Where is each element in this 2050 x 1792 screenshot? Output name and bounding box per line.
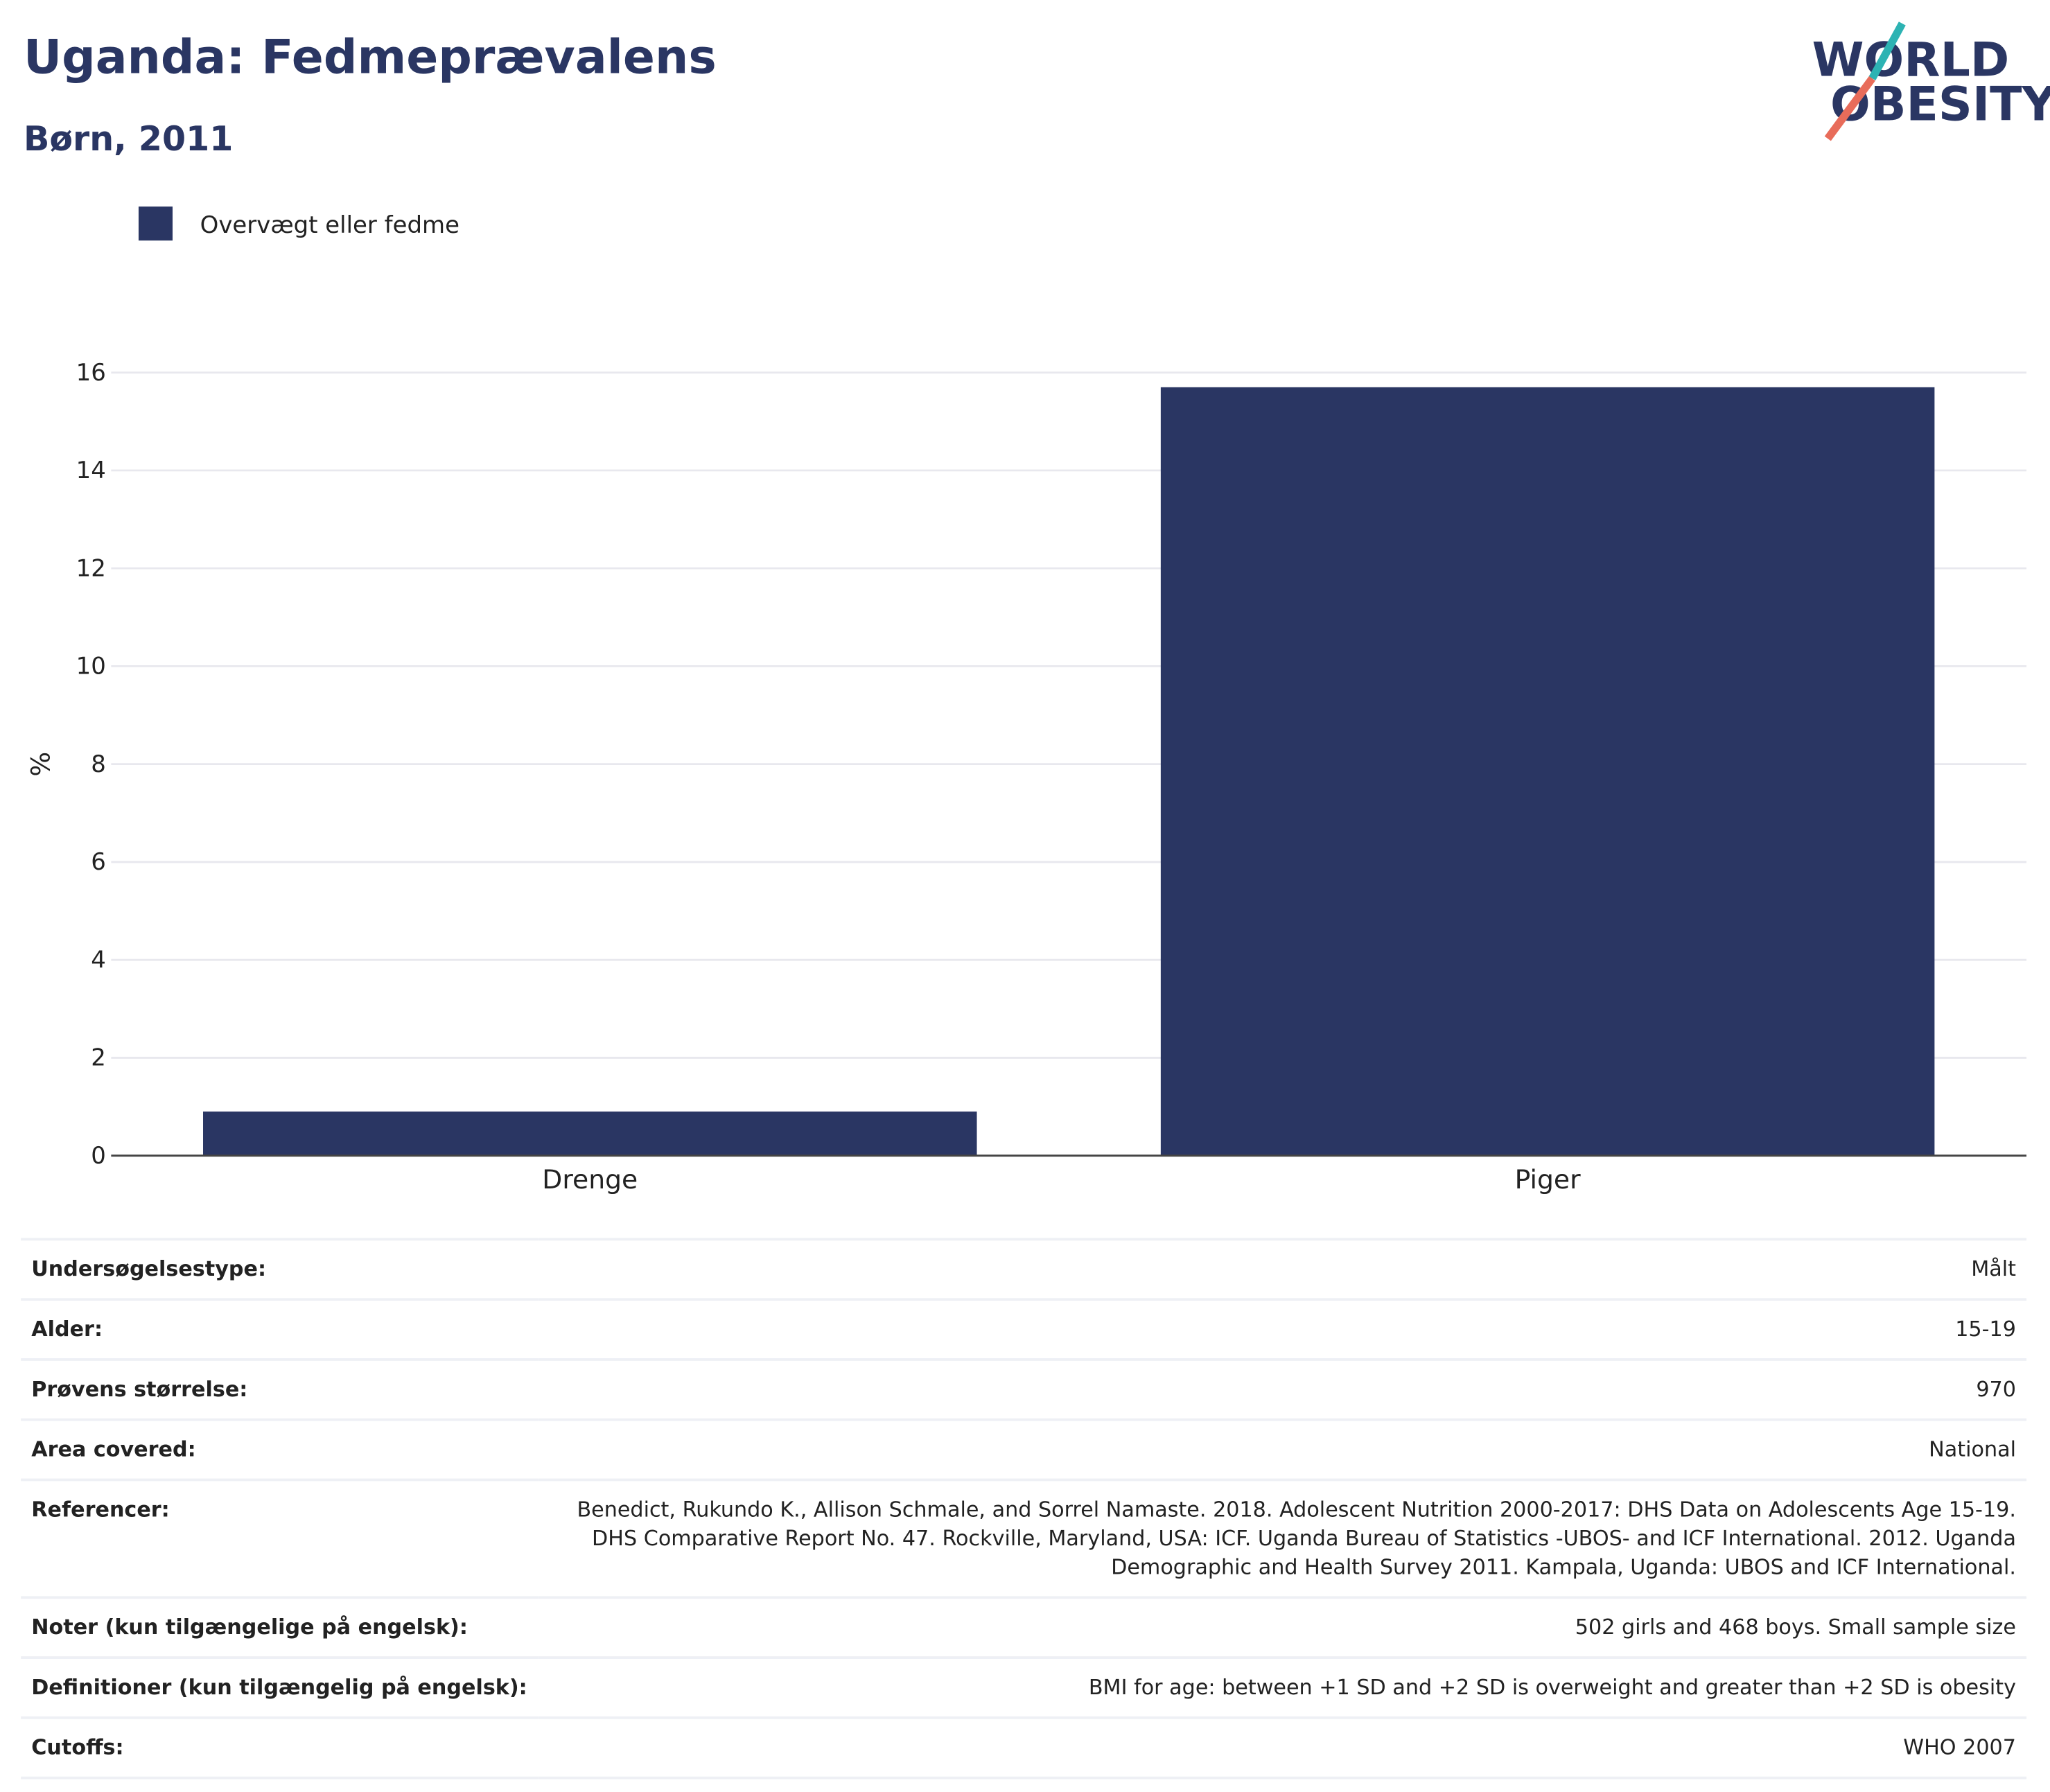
table-row: Alder: 15-19	[21, 1298, 2027, 1360]
title: Uganda: Fedmeprævalens	[23, 31, 717, 85]
row-label: Alder:	[21, 1298, 539, 1360]
y-tick-label: 2	[91, 1044, 106, 1072]
x-tick-label: Drenge	[542, 1164, 638, 1195]
row-value: 502 girls and 468 boys. Small sample siz…	[538, 1596, 2027, 1658]
row-value: National	[538, 1418, 2027, 1480]
info-table: Undersøgelsestype: Målt Alder: 15-19 Prøvens…	[21, 1238, 2027, 1780]
logo-slash	[1868, 21, 1906, 80]
y-axis-title: %	[26, 752, 56, 777]
row-label: Area covered:	[21, 1418, 539, 1480]
table-row: Undersøgelsestype: Målt	[21, 1238, 2027, 1300]
logo-text: WORLD	[1812, 33, 2010, 87]
y-tick-label: 4	[91, 946, 106, 974]
y-tick-label: 10	[76, 653, 106, 680]
x-tick-label: Piger	[1515, 1164, 1582, 1195]
y-tick-label: 16	[76, 359, 106, 387]
legend-label: Overvægt eller fedme	[200, 211, 459, 239]
y-tick-label: 12	[76, 554, 106, 582]
logo-slash	[1824, 76, 1875, 141]
row-value: Målt	[538, 1238, 2027, 1300]
y-tick-label: 8	[91, 750, 106, 778]
bar	[203, 1112, 977, 1156]
row-value: 15-19	[538, 1298, 2027, 1360]
row-value: WHO 2007	[538, 1716, 2027, 1780]
row-label: Prøvens størrelse:	[21, 1358, 539, 1420]
table-row: Noter (kun tilgængelige på engelsk): 502 …	[21, 1596, 2027, 1658]
table-row: Area covered: National	[21, 1418, 2027, 1480]
row-label: Noter (kun tilgængelige på engelsk):	[21, 1596, 539, 1658]
row-value: BMI for age: between +1 SD and +2 SD is …	[538, 1656, 2027, 1718]
y-tick-label: 14	[76, 457, 106, 484]
row-label: Cutoffs:	[21, 1716, 539, 1780]
table-row: Referencer: Benedict, Rukundo K., Allison…	[21, 1478, 2027, 1598]
table-row: Cutoffs: WHO 2007	[21, 1716, 2027, 1780]
row-label: Undersøgelsestype:	[21, 1238, 539, 1300]
subtitle: Børn, 2011	[23, 120, 234, 160]
legend-swatch	[138, 207, 173, 241]
table-row: Prøvens størrelse: 970	[21, 1358, 2027, 1420]
bar	[1160, 387, 1935, 1156]
y-tick-label: 0	[91, 1142, 106, 1170]
row-value: Benedict, Rukundo K., Allison Schmale, a…	[538, 1478, 2027, 1598]
row-label: Referencer:	[21, 1478, 539, 1598]
y-tick-label: 6	[91, 848, 106, 876]
row-label: Definitioner (kun tilgængelig på engelsk…	[21, 1656, 539, 1718]
table-row: Definitioner (kun tilgængelig på engelsk…	[21, 1656, 2027, 1718]
row-value: 970	[538, 1358, 2027, 1420]
